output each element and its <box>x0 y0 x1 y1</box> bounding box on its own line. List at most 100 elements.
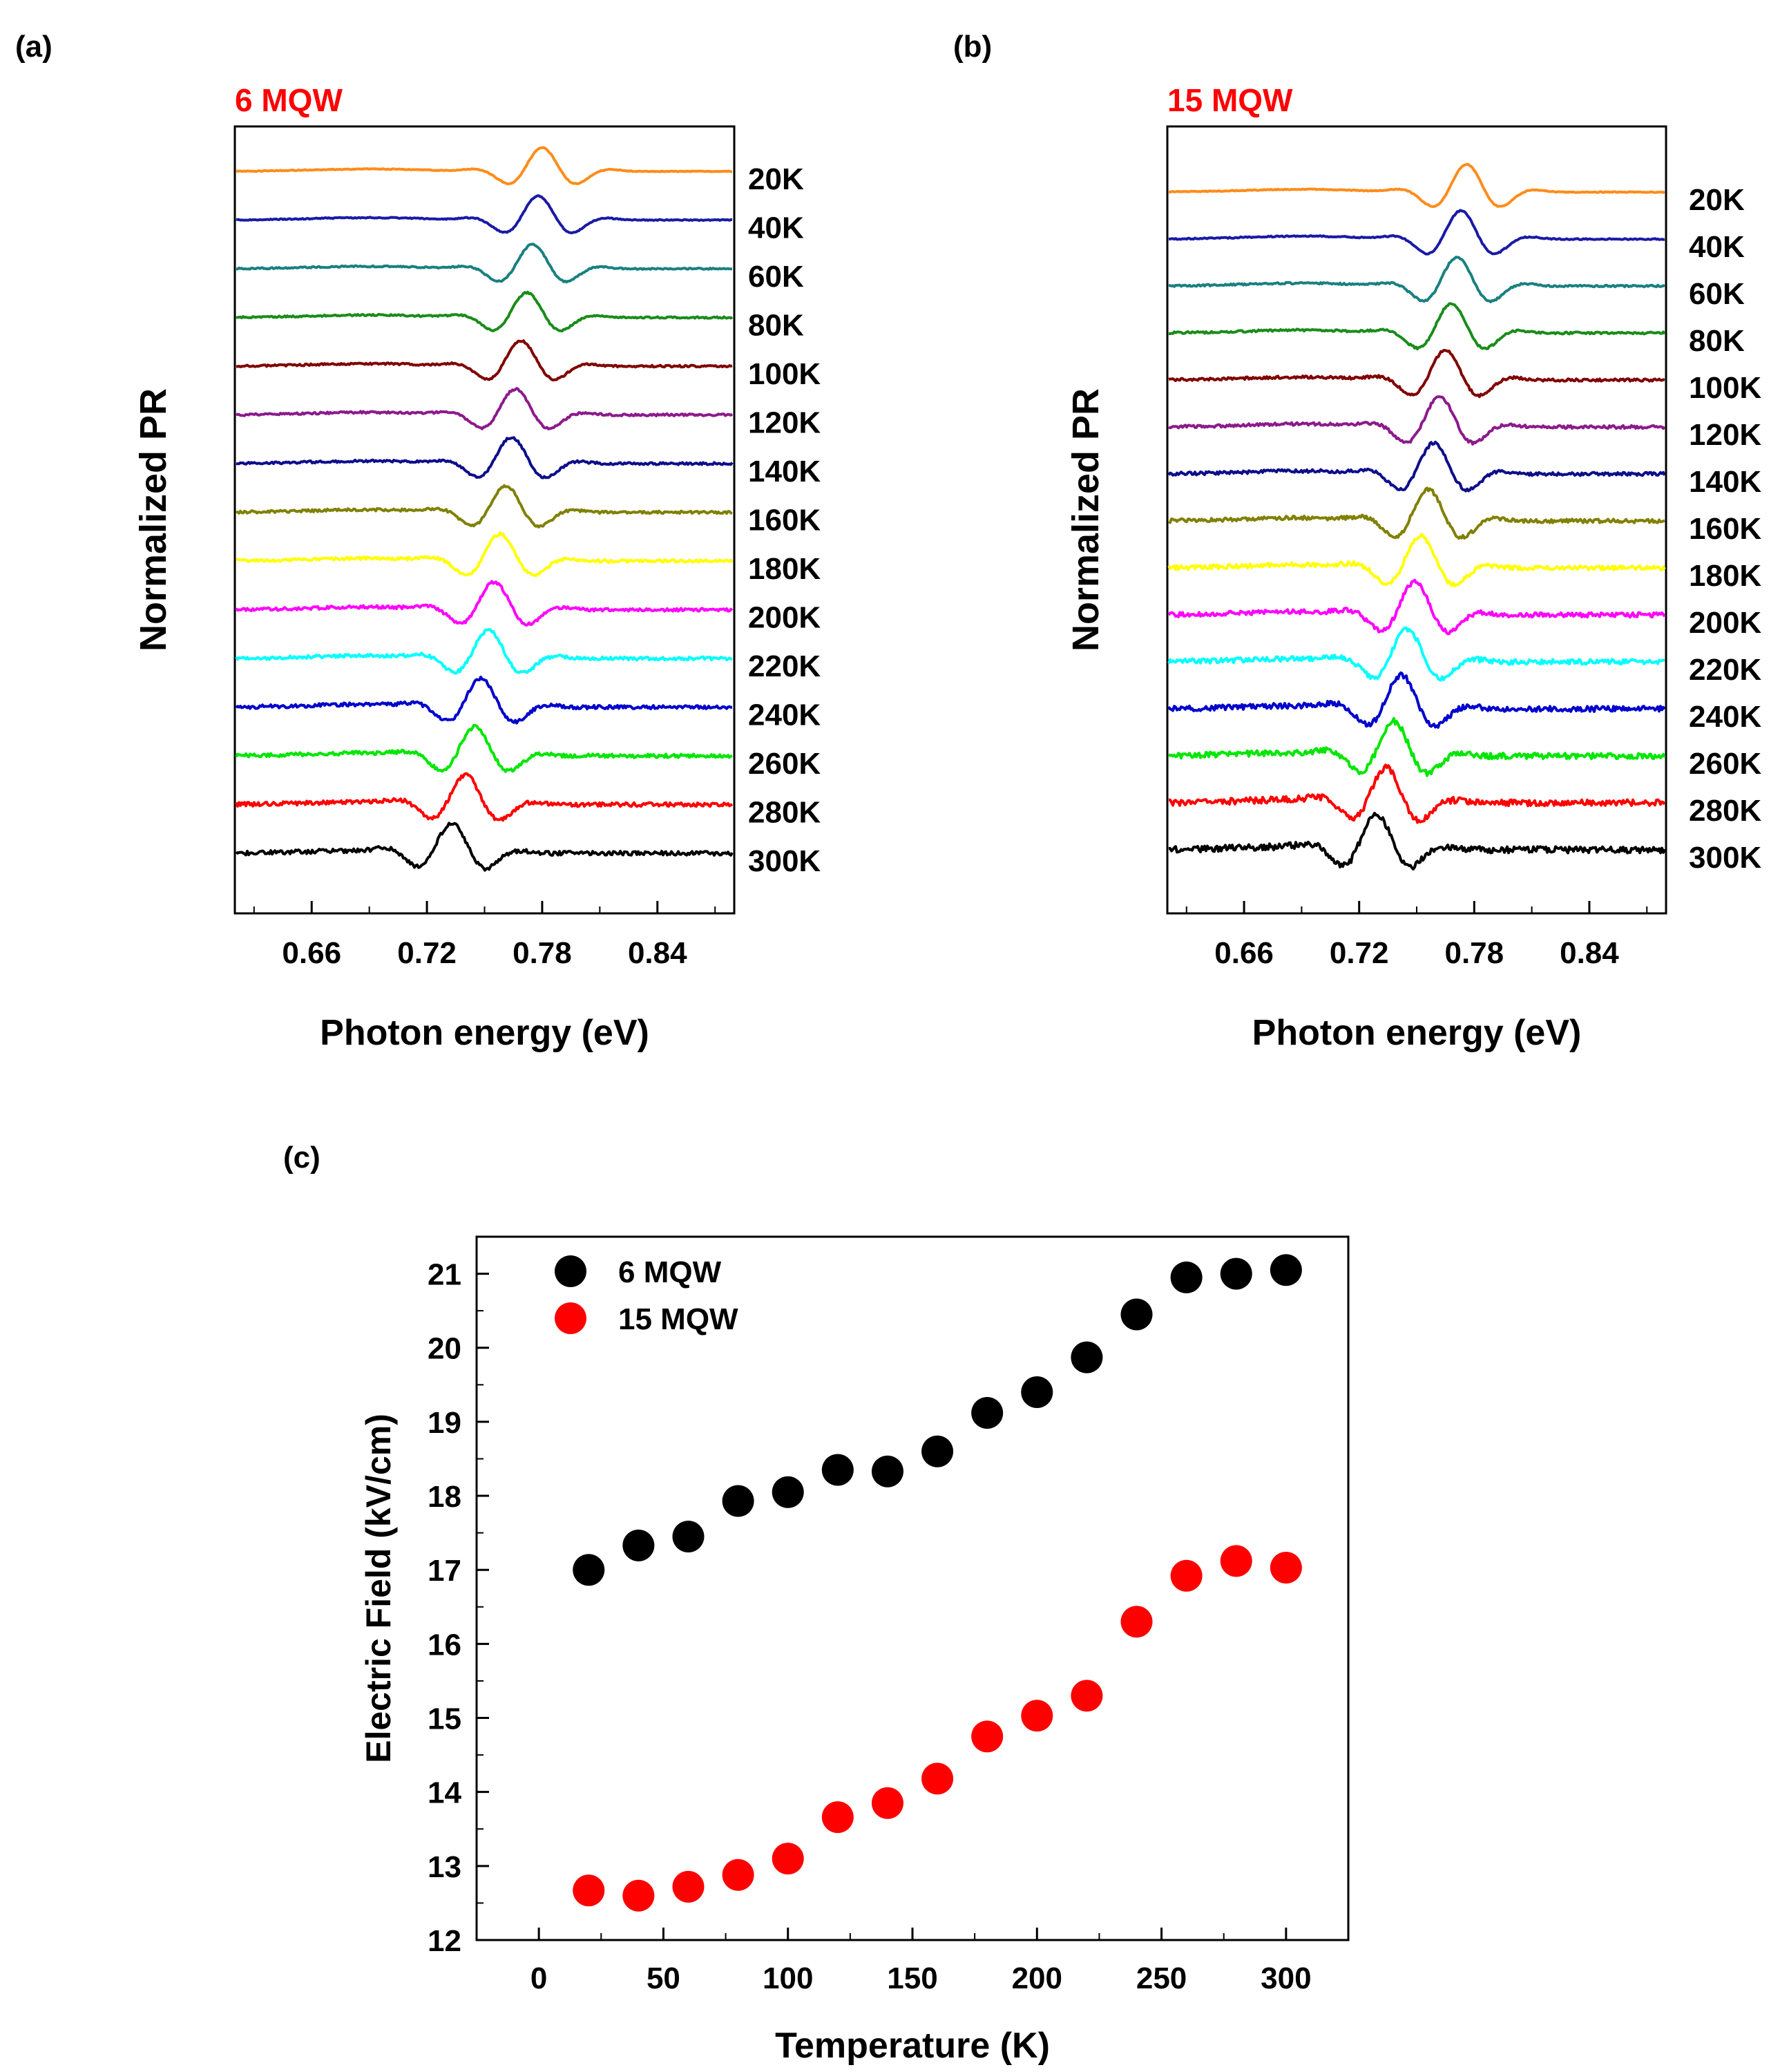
panel-label-c: (c) <box>283 1141 321 1175</box>
y-tick-label: 14 <box>428 1776 461 1810</box>
x-tick-label: 0.78 <box>513 936 572 970</box>
spectrum-200K <box>1167 578 1666 636</box>
x-tick-label: 200 <box>1012 1961 1062 1995</box>
legend-marker-6-mqw <box>555 1255 586 1287</box>
series-label-220K: 220K <box>1689 653 1761 687</box>
x-tick-label: 0.84 <box>1560 936 1619 970</box>
data-point-15-mqw <box>1120 1606 1153 1638</box>
panel-label-b: (b) <box>953 30 992 64</box>
data-point-6-mqw <box>1220 1257 1252 1290</box>
legend-label-15-mqw: 15 MQW <box>618 1302 738 1336</box>
x-tick-label: 0.84 <box>628 936 687 970</box>
spectrum-280K <box>235 772 734 822</box>
series-label-280K: 280K <box>1689 794 1761 828</box>
y-axis-label: Normalized PR <box>133 388 174 652</box>
spectrum-260K <box>235 723 733 773</box>
series-label-240K: 240K <box>748 698 821 732</box>
x-tick-label: 0 <box>530 1961 547 1995</box>
x-tick-label: 150 <box>887 1961 937 1995</box>
spectrum-80K <box>236 290 734 333</box>
y-tick-label: 16 <box>428 1628 461 1662</box>
x-tick-label: 0.72 <box>1330 936 1389 970</box>
panel-title: 15 MQW <box>1167 82 1293 118</box>
x-tick-label: 0.66 <box>1214 936 1274 970</box>
spectrum-240K <box>1167 671 1666 729</box>
spectrum-280K <box>1169 763 1666 824</box>
series-label-300K: 300K <box>748 844 821 878</box>
panel-a-spectra: 6 MQW 0.66 0.72 0.78 0.84 Photon energy (eV) N… <box>133 82 821 1053</box>
series-label-220K: 220K <box>748 649 821 683</box>
series-label-180K: 180K <box>748 552 821 586</box>
data-point-15-mqw <box>1270 1551 1302 1584</box>
series-label-160K: 160K <box>748 504 821 538</box>
y-axis-label: Electric Field (kV/cm) <box>359 1414 398 1763</box>
x-tick-label: 50 <box>647 1961 680 1995</box>
data-point-15-mqw <box>821 1801 854 1834</box>
data-point-15-mqw <box>622 1879 655 1912</box>
spectrum-20K <box>236 146 733 186</box>
x-tick-label: 300 <box>1261 1961 1311 1995</box>
spectrum-100K <box>236 339 733 381</box>
spectrum-220K <box>235 628 733 675</box>
spectrum-20K <box>1168 162 1665 209</box>
panel-label-a: (a) <box>15 30 52 64</box>
series-label-120K: 120K <box>748 406 821 440</box>
series-label-300K: 300K <box>1689 841 1761 875</box>
data-point-6-mqw <box>1021 1376 1053 1409</box>
spectrum-60K <box>236 243 733 284</box>
series-label-120K: 120K <box>1689 418 1761 452</box>
y-tick-label: 21 <box>428 1258 461 1292</box>
spectrum-40K <box>1168 209 1665 256</box>
series-label-60K: 60K <box>748 260 804 294</box>
data-point-6-mqw <box>573 1554 605 1586</box>
data-point-6-mqw <box>1270 1254 1302 1286</box>
y-tick-label: 15 <box>428 1702 461 1736</box>
series-label-240K: 240K <box>1689 700 1761 734</box>
spectrum-120K <box>235 387 734 430</box>
data-point-6-mqw <box>871 1455 903 1488</box>
spectrum-160K <box>1167 486 1665 540</box>
series-label-20K: 20K <box>1689 183 1745 217</box>
spectrum-160K <box>236 484 733 529</box>
spectrum-180K <box>236 531 734 578</box>
legend-marker-15-mqw <box>555 1302 586 1334</box>
data-point-6-mqw <box>622 1529 655 1561</box>
x-tick-label: 100 <box>763 1961 813 1995</box>
y-tick-label: 13 <box>428 1850 461 1884</box>
y-tick-label: 18 <box>428 1480 461 1514</box>
spectrum-80K <box>1168 302 1666 351</box>
data-point-6-mqw <box>772 1476 804 1508</box>
y-tick-label: 20 <box>428 1332 461 1366</box>
series-label-80K: 80K <box>1689 324 1745 358</box>
data-point-6-mqw <box>1071 1341 1103 1374</box>
spectrum-300K <box>235 821 734 872</box>
spectrum-140K <box>236 436 734 479</box>
spectrum-260K <box>1167 716 1666 777</box>
legend-label-6-mqw: 6 MQW <box>618 1255 722 1289</box>
series-label-60K: 60K <box>1689 277 1745 311</box>
series-label-200K: 200K <box>748 601 821 635</box>
data-point-15-mqw <box>573 1874 605 1907</box>
spectrum-180K <box>1167 533 1666 587</box>
data-point-15-mqw <box>1170 1559 1203 1592</box>
series-label-100K: 100K <box>1689 371 1761 405</box>
series-label-280K: 280K <box>748 796 821 830</box>
data-point-15-mqw <box>1021 1700 1053 1732</box>
data-point-15-mqw <box>971 1720 1004 1753</box>
data-point-6-mqw <box>722 1485 754 1517</box>
spectrum-100K <box>1168 349 1665 399</box>
series-label-20K: 20K <box>748 162 804 196</box>
panel-title: 6 MQW <box>235 82 343 118</box>
y-tick-label: 17 <box>428 1554 461 1588</box>
data-point-15-mqw <box>871 1787 903 1819</box>
panel-b-spectra: 15 MQW 0.66 0.72 0.78 0.84 Photon energy (eV)… <box>1065 82 1761 1053</box>
series-label-260K: 260K <box>1689 747 1761 781</box>
y-tick-label: 12 <box>428 1924 461 1958</box>
data-point-15-mqw <box>772 1843 804 1875</box>
x-axis-label: Photon energy (eV) <box>1252 1013 1582 1053</box>
panel-c-electric-field-scatter: 0 50 100 150 200 250 300 12 13 14 15 16 17 18 19 20 21 Te… <box>359 1235 1350 2066</box>
plot-frame <box>475 1235 1350 1941</box>
data-point-6-mqw <box>672 1520 705 1552</box>
spectrum-120K <box>1168 395 1666 446</box>
